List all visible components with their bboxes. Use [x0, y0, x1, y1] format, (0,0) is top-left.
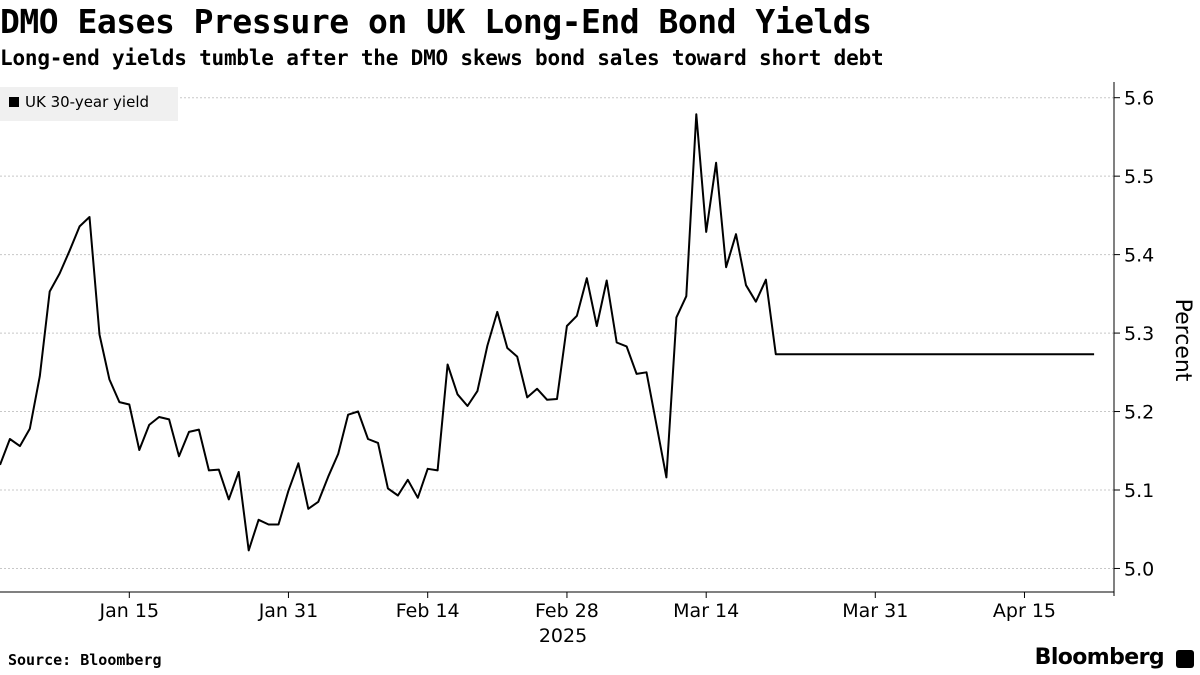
x-tick-label: Apr 15 — [993, 600, 1056, 622]
x-tick-label: Mar 14 — [673, 600, 739, 622]
legend: UK 30-year yield — [0, 87, 178, 121]
source-note: Source: Bloomberg — [8, 651, 162, 669]
x-tick-label: Feb 14 — [396, 600, 460, 622]
y-tick-label: 5.1 — [1124, 480, 1154, 502]
y-tick-label: 5.5 — [1124, 166, 1154, 188]
axes: 5.0 5.1 5.2 5.3 5.4 5.5 5.6 Percent Jan 15 Jan 31… — [0, 82, 1195, 647]
series-line-uk-30-year-yield — [0, 113, 1095, 552]
grid-lines — [0, 97, 1114, 569]
legend-swatch — [9, 97, 19, 107]
x-tick-label: Jan 15 — [99, 600, 160, 622]
x-tick-label: Mar 31 — [842, 600, 908, 622]
y-tick-label: 5.2 — [1124, 402, 1154, 424]
series-layer — [0, 113, 1095, 552]
y-tick-label: 5.4 — [1124, 245, 1154, 267]
bloomberg-terminal-icon — [1176, 650, 1194, 668]
legend-label: UK 30-year yield — [25, 93, 149, 111]
chart-title: DMO Eases Pressure on UK Long-End Bond Y… — [0, 2, 872, 41]
y-tick-label: 5.6 — [1124, 88, 1154, 110]
x-tick-label: Feb 28 — [535, 600, 599, 622]
x-year-label: 2025 — [539, 625, 587, 647]
x-tick-label: Jan 31 — [258, 600, 319, 622]
y-axis-label: Percent — [1170, 299, 1195, 382]
chart-subtitle: Long-end yields tumble after the DMO ske… — [0, 46, 884, 70]
y-tick-label: 5.3 — [1124, 323, 1154, 345]
legend-box — [0, 87, 178, 121]
bloomberg-logo: Bloomberg — [1034, 645, 1165, 670]
y-tick-label: 5.0 — [1124, 558, 1154, 580]
